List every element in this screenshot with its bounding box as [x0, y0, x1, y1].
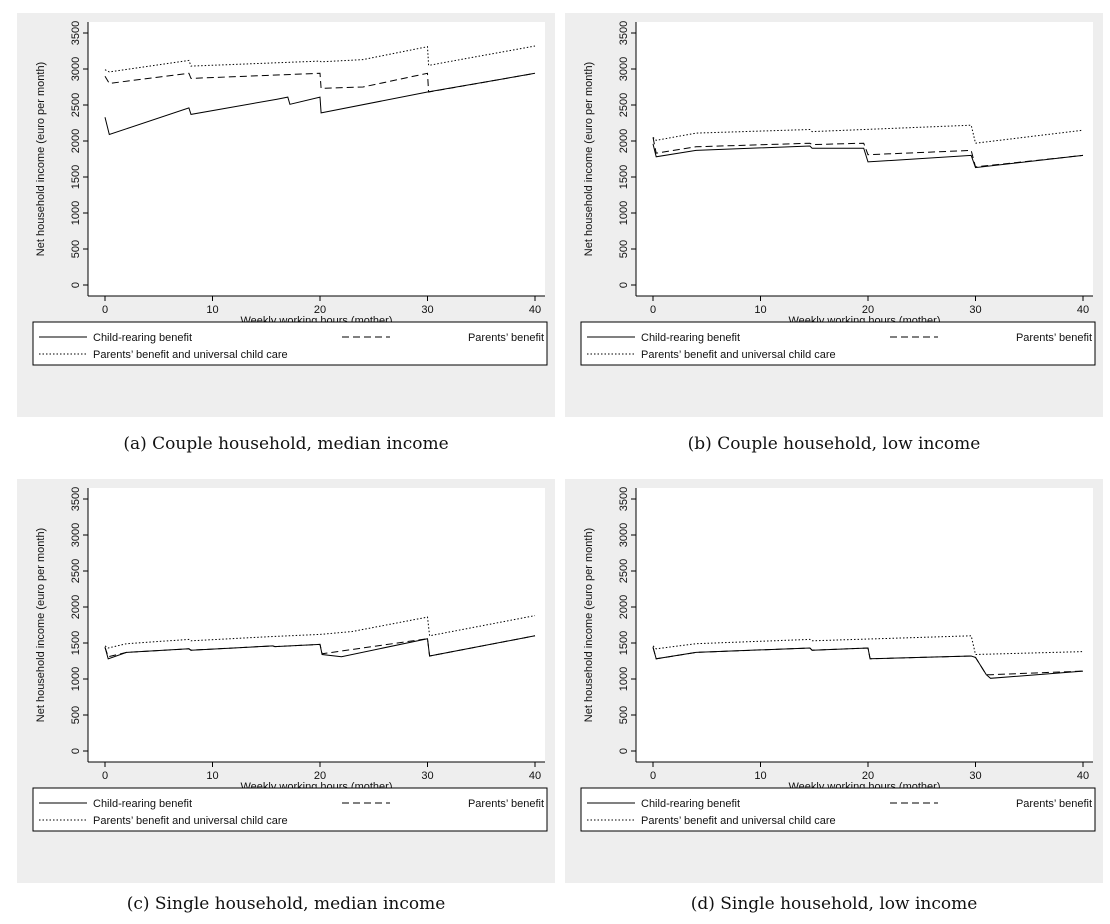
y-tick-label: 3000 [618, 523, 630, 547]
legend-label: Child-rearing benefit [641, 332, 740, 344]
caption-c: (c) Single household, median income [126, 894, 446, 914]
x-tick-label: 40 [529, 770, 541, 782]
y-tick-label: 2000 [618, 129, 630, 153]
y-tick-label: 1000 [70, 667, 82, 691]
y-axis-label: Net household income (euro per month) [583, 62, 595, 256]
y-tick-label: 3500 [618, 487, 630, 511]
y-tick-label: 1500 [70, 165, 82, 189]
x-tick-label: 20 [314, 304, 326, 316]
y-tick-label: 3500 [70, 487, 82, 511]
caption-b: (b) Couple household, low income [687, 434, 981, 454]
x-tick-label: 30 [969, 304, 981, 316]
y-tick-label: 1000 [70, 201, 82, 225]
x-tick-label: 20 [862, 304, 874, 316]
y-tick-label: 2500 [618, 559, 630, 583]
y-tick-label: 0 [70, 748, 82, 754]
legend-box [580, 321, 1096, 366]
legend-box [580, 787, 1096, 832]
y-tick-label: 0 [70, 282, 82, 288]
legend-box [32, 787, 548, 832]
y-tick-label: 500 [70, 706, 82, 724]
caption-a: (a) Couple household, median income [123, 434, 449, 454]
x-tick-label: 30 [969, 770, 981, 782]
x-tick-label: 20 [314, 770, 326, 782]
plot-area [88, 488, 545, 762]
y-tick-label: 2000 [70, 129, 82, 153]
series-line-dotted [652, 124, 1084, 144]
series-line-dotted [104, 45, 536, 73]
y-tick-label: 1500 [618, 165, 630, 189]
series-line-dashed [652, 137, 1084, 168]
x-tick-label: 40 [1077, 304, 1089, 316]
x-tick-label: 0 [102, 304, 108, 316]
legend-label: Parents’ benefit [1016, 798, 1092, 810]
series-line-dashed [104, 635, 536, 658]
legend-label: Parents’ benefit and universal child car… [641, 349, 836, 361]
x-tick-label: 0 [650, 770, 656, 782]
y-tick-label: 0 [618, 748, 630, 754]
legend-label: Parents’ benefit [468, 798, 544, 810]
legend-label: Child-rearing benefit [641, 798, 740, 810]
legend-label: Child-rearing benefit [93, 798, 192, 810]
chart-panel-c: 0 500 1000 1500 2000 2500 3000 3500 0 10 20 30 40 Wee… [17, 479, 555, 883]
y-tick-label: 500 [70, 240, 82, 258]
x-tick-label: 10 [206, 304, 218, 316]
y-tick-label: 3000 [70, 523, 82, 547]
series-line-dotted [652, 635, 1084, 656]
legend-label: Parents’ benefit and universal child car… [93, 815, 288, 827]
legend-label: Parents’ benefit and universal child car… [93, 349, 288, 361]
x-tick-label: 30 [421, 304, 433, 316]
x-tick-label: 0 [102, 770, 108, 782]
x-tick-label: 30 [421, 770, 433, 782]
y-tick-label: 1500 [70, 631, 82, 655]
chart-panel-b: 0 500 1000 1500 2000 2500 3000 3500 0 10 20 30 40 Wee… [565, 13, 1103, 417]
y-tick-label: 3500 [70, 21, 82, 45]
y-tick-label: 2500 [70, 559, 82, 583]
y-tick-label: 1000 [618, 201, 630, 225]
x-tick-label: 10 [754, 770, 766, 782]
x-tick-label: 20 [862, 770, 874, 782]
y-tick-label: 3000 [70, 57, 82, 81]
series-line-dashed [652, 647, 1084, 676]
series-line-dashed [104, 72, 536, 93]
y-tick-label: 2000 [70, 595, 82, 619]
chart-panel-a: 0 500 1000 1500 2000 2500 3000 3500 0 10 20 30 40 Wee… [17, 13, 555, 417]
y-axis-label: Net household income (euro per month) [35, 62, 47, 256]
plot-area [636, 488, 1093, 762]
x-tick-label: 40 [1077, 770, 1089, 782]
y-tick-label: 500 [618, 240, 630, 258]
y-tick-label: 2500 [70, 93, 82, 117]
y-axis-label: Net household income (euro per month) [583, 528, 595, 722]
x-tick-label: 40 [529, 304, 541, 316]
y-tick-label: 2000 [618, 595, 630, 619]
y-tick-label: 2500 [618, 93, 630, 117]
x-tick-label: 10 [754, 304, 766, 316]
series-line-solid [104, 72, 536, 136]
y-tick-label: 500 [618, 706, 630, 724]
y-axis-label: Net household income (euro per month) [35, 528, 47, 722]
y-tick-label: 1500 [618, 631, 630, 655]
y-tick-label: 1000 [618, 667, 630, 691]
chart-panel-d: 0 500 1000 1500 2000 2500 3000 3500 0 10 20 30 40 Wee… [565, 479, 1103, 883]
legend-label: Parents’ benefit [468, 332, 544, 344]
y-tick-label: 3500 [618, 21, 630, 45]
legend-label: Parents’ benefit and universal child car… [641, 815, 836, 827]
series-line-solid [652, 143, 1084, 169]
x-tick-label: 0 [650, 304, 656, 316]
caption-d: (d) Single household, low income [690, 894, 978, 914]
plot-area [636, 22, 1093, 296]
y-tick-label: 0 [618, 282, 630, 288]
plot-area [88, 22, 545, 296]
legend-label: Child-rearing benefit [93, 332, 192, 344]
y-tick-label: 3000 [618, 57, 630, 81]
legend-box [32, 321, 548, 366]
x-tick-label: 10 [206, 770, 218, 782]
legend-label: Parents’ benefit [1016, 332, 1092, 344]
